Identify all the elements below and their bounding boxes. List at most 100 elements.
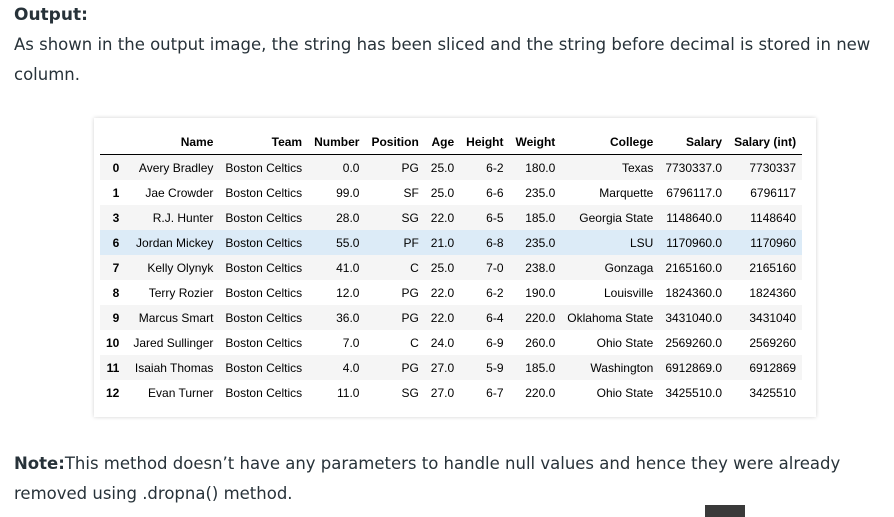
row-index: 0 [112,160,120,175]
table-row: 1 Jae Crowder Boston Celtics 99.0 SF 25.0 6-6 2… [100,180,802,205]
scroll-to-top-button[interactable] [705,505,745,517]
output-description: As shown in the output image, the string… [14,35,871,84]
table-cell: 6-2 [486,285,504,300]
table-cell: 27.0 [430,385,455,400]
table-row: 12 Evan Turner Boston Celtics 11.0 SG 27.0 6-7… [100,380,802,405]
table-cell: 235.0 [525,185,556,200]
table-cell: 12.0 [336,285,360,300]
table-cell: Evan Turner [148,385,214,400]
table-cell: Ohio State [596,335,654,350]
row-index: 9 [112,310,120,325]
column-header: Salary (int) [728,130,803,155]
table-cell: 7.0 [342,335,360,350]
table-cell: 6-9 [486,335,504,350]
table-cell: SG [401,210,419,225]
table-cell: Ohio State [596,385,654,400]
table-cell: PG [401,285,419,300]
table-cell: 7730337.0 [665,160,723,175]
table-cell: SG [401,385,419,400]
table-body: 0 Avery Bradley Boston Celtics 0.0 PG 25.0 6-2… [100,154,803,406]
column-header: Weight [509,130,562,155]
table-cell: Avery Bradley [138,160,214,175]
table-cell: Georgia State [579,210,654,225]
table-cell: 99.0 [336,185,360,200]
table-cell: Terry Rozier [148,285,214,300]
table-cell: 7730337 [749,160,797,175]
table-cell: Boston Celtics [225,385,303,400]
table-cell: 2569260 [749,335,797,350]
table-cell: 7-0 [486,260,504,275]
table-cell: 36.0 [336,310,360,325]
row-index: 10 [106,335,120,350]
table-cell: Isaiah Thomas [134,360,214,375]
table-cell: 185.0 [525,360,556,375]
table-cell: R.J. Hunter [152,210,214,225]
row-index: 6 [112,235,120,250]
table-cell: 180.0 [525,160,556,175]
table-cell: Jared Sullinger [133,335,214,350]
table-row: 0 Avery Bradley Boston Celtics 0.0 PG 25.0 6-2… [100,154,803,180]
column-header: Age [424,130,461,155]
table-cell: 22.0 [430,210,455,225]
note-text: This method doesn’t have any parameters … [14,454,841,503]
table-cell: 6912869.0 [665,360,723,375]
table-cell: 6-4 [486,310,504,325]
table-cell: Boston Celtics [225,160,303,175]
table-row: 8 Terry Rozier Boston Celtics 12.0 PG 22.0 6-2… [100,280,802,305]
table-cell: 3431040.0 [665,310,723,325]
table-cell: 28.0 [336,210,360,225]
table-cell: 3425510.0 [665,385,723,400]
table-cell: 260.0 [525,335,556,350]
table-cell: 3431040 [749,310,797,325]
table-cell: 1824360 [749,285,797,300]
table-cell: 2569260.0 [665,335,723,350]
table-cell: 6796117.0 [666,185,723,200]
column-header: Salary [659,130,729,155]
table-cell: 238.0 [525,260,556,275]
table-cell: Boston Celtics [225,210,303,225]
table-cell: 2165160.0 [665,260,723,275]
table-cell: 6-7 [486,385,504,400]
table-cell: 1170960 [750,235,797,250]
table-cell: Boston Celtics [225,335,303,350]
table-cell: Boston Celtics [225,285,303,300]
table-cell: 1148640.0 [666,210,723,225]
table-cell: LSU [629,235,654,250]
note-paragraph: Note:This method doesn’t have any parame… [14,449,889,509]
table-cell: Boston Celtics [225,260,303,275]
table-header-row: Name Team Number Position Age Height Weight Col… [100,130,803,155]
row-index: 7 [112,260,120,275]
table-row: 3 R.J. Hunter Boston Celtics 28.0 SG 22.0 6-5 1… [100,205,803,230]
table-cell: PG [401,310,419,325]
table-cell: 1824360.0 [665,285,723,300]
table-cell: 1148640 [750,210,797,225]
table-cell: Marquette [599,185,654,200]
table-cell: PF [403,235,419,250]
column-header: Number [308,130,366,155]
table-cell: 6796117 [750,185,797,200]
table-cell: Boston Celtics [225,310,303,325]
table-cell: 21.0 [430,235,455,250]
table-cell: Boston Celtics [225,185,303,200]
row-index: 12 [106,385,120,400]
table-cell: 220.0 [525,310,556,325]
row-index: 11 [106,360,120,375]
table-cell: 25.0 [430,260,455,275]
table-cell: 6-5 [486,210,504,225]
table-cell: Kelly Olynyk [147,260,214,275]
table-cell: 185.0 [525,210,556,225]
table-cell: 2165160 [749,260,797,275]
table-cell: Boston Celtics [225,360,303,375]
table-cell: 6912869 [749,360,797,375]
table-cell: PG [401,360,419,375]
table-cell: 3425510 [749,385,797,400]
row-index: 3 [112,210,120,225]
table-cell: Texas [621,160,654,175]
note-label: Note: [14,454,65,473]
dataframe-table: Name Team Number Position Age Height Weight Col… [100,130,803,406]
table-row: 11 Isaiah Thomas Boston Celtics 4.0 PG 27.0 5-… [100,355,803,380]
table-cell: 220.0 [525,385,556,400]
table-cell: 25.0 [430,160,455,175]
table-cell: 27.0 [430,360,455,375]
table-row: 7 Kelly Olynyk Boston Celtics 41.0 C 25.0 7-0 2… [100,255,803,280]
